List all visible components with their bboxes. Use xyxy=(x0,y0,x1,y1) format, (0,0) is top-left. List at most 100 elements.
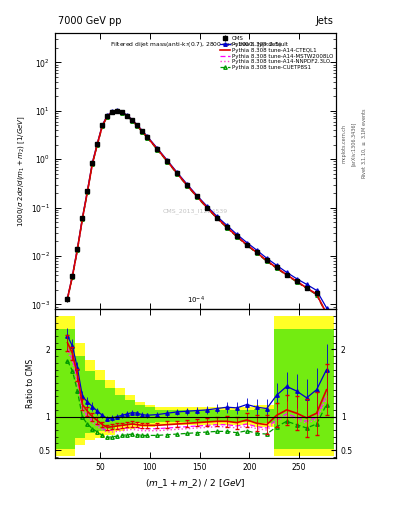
Pythia 8.308 tune-A14-MSTW2008LO xyxy=(65,296,70,302)
Pythia 8.308 tune-A14-NNPDF2.3LO xyxy=(235,233,239,240)
Pythia 8.308 default xyxy=(105,112,110,118)
Pythia 8.308 tune-A14-NNPDF2.3LO xyxy=(324,311,329,317)
Pythia 8.308 tune-A14-CTEQL1 xyxy=(274,265,279,271)
Pythia 8.308 tune-A14-MSTW2008LO xyxy=(70,273,75,280)
Pythia 8.308 tune-A14-CTEQL1 xyxy=(185,182,189,188)
Pythia 8.308 tune-CUETP8S1 xyxy=(140,129,145,135)
Pythia 8.308 tune-A14-CTEQL1 xyxy=(254,249,259,255)
Pythia 8.308 tune-CUETP8S1 xyxy=(314,292,319,298)
Pythia 8.308 tune-CUETP8S1 xyxy=(324,311,329,317)
Pythia 8.308 tune-A14-MSTW2008LO xyxy=(140,129,145,135)
Line: Pythia 8.308 tune-A14-CTEQL1: Pythia 8.308 tune-A14-CTEQL1 xyxy=(68,111,327,313)
Pythia 8.308 tune-CUETP8S1 xyxy=(90,161,95,167)
Pythia 8.308 tune-A14-CTEQL1 xyxy=(100,123,105,129)
Pythia 8.308 tune-A14-NNPDF2.3LO xyxy=(80,216,85,222)
Pythia 8.308 tune-A14-MSTW2008LO xyxy=(135,123,140,129)
Pythia 8.308 tune-A14-NNPDF2.3LO xyxy=(105,113,110,119)
Pythia 8.308 tune-A14-CTEQL1 xyxy=(244,242,249,248)
Pythia 8.308 tune-A14-MSTW2008LO xyxy=(105,113,110,119)
Pythia 8.308 tune-A14-NNPDF2.3LO xyxy=(75,246,80,252)
Pythia 8.308 tune-A14-MSTW2008LO xyxy=(75,246,80,252)
Pythia 8.308 tune-A14-NNPDF2.3LO xyxy=(205,205,209,211)
Pythia 8.308 tune-A14-NNPDF2.3LO xyxy=(90,161,95,167)
Pythia 8.308 default xyxy=(95,140,100,146)
Pythia 8.308 tune-CUETP8S1 xyxy=(65,296,70,302)
Pythia 8.308 tune-A14-NNPDF2.3LO xyxy=(274,265,279,271)
Pythia 8.308 tune-A14-MSTW2008LO xyxy=(110,109,115,115)
Pythia 8.308 tune-A14-CTEQL1 xyxy=(80,216,85,222)
Pythia 8.308 tune-A14-NNPDF2.3LO xyxy=(85,189,90,195)
Pythia 8.308 tune-A14-MSTW2008LO xyxy=(294,279,299,285)
Line: Pythia 8.308 tune-A14-NNPDF2.3LO: Pythia 8.308 tune-A14-NNPDF2.3LO xyxy=(68,111,327,314)
Pythia 8.308 tune-A14-NNPDF2.3LO xyxy=(224,224,229,230)
Pythia 8.308 tune-A14-NNPDF2.3LO xyxy=(130,117,134,123)
Pythia 8.308 tune-CUETP8S1 xyxy=(304,285,309,291)
Pythia 8.308 default xyxy=(274,262,279,268)
Pythia 8.308 tune-A14-NNPDF2.3LO xyxy=(70,273,75,280)
Pythia 8.308 tune-A14-MSTW2008LO xyxy=(175,170,180,177)
Pythia 8.308 tune-A14-MSTW2008LO xyxy=(90,161,95,167)
Pythia 8.308 tune-A14-CTEQL1 xyxy=(105,113,110,119)
Pythia 8.308 tune-A14-NNPDF2.3LO xyxy=(115,108,119,114)
Pythia 8.308 tune-A14-CTEQL1 xyxy=(120,110,125,116)
Pythia 8.308 default xyxy=(165,157,169,163)
Pythia 8.308 tune-A14-NNPDF2.3LO xyxy=(155,146,160,152)
Pythia 8.308 tune-A14-CTEQL1 xyxy=(175,170,180,176)
Pythia 8.308 tune-A14-NNPDF2.3LO xyxy=(244,242,249,248)
Pythia 8.308 tune-A14-NNPDF2.3LO xyxy=(135,123,140,129)
Pythia 8.308 default xyxy=(155,145,160,151)
Pythia 8.308 default xyxy=(65,295,70,301)
Pythia 8.308 default xyxy=(284,269,289,275)
Pythia 8.308 default xyxy=(175,169,180,176)
Pythia 8.308 tune-A14-MSTW2008LO xyxy=(115,108,119,114)
Pythia 8.308 tune-A14-NNPDF2.3LO xyxy=(165,158,169,164)
Pythia 8.308 tune-A14-CTEQL1 xyxy=(155,146,160,152)
Pythia 8.308 tune-A14-MSTW2008LO xyxy=(130,117,134,123)
Pythia 8.308 tune-A14-MSTW2008LO xyxy=(284,272,289,278)
Pythia 8.308 tune-CUETP8S1 xyxy=(235,234,239,240)
Pythia 8.308 tune-A14-CTEQL1 xyxy=(70,273,75,279)
Pythia 8.308 default xyxy=(125,112,130,118)
Y-axis label: Ratio to CMS: Ratio to CMS xyxy=(26,359,35,408)
Pythia 8.308 tune-A14-NNPDF2.3LO xyxy=(145,134,150,140)
Pythia 8.308 default xyxy=(324,305,329,311)
Pythia 8.308 tune-A14-NNPDF2.3LO xyxy=(314,291,319,297)
Pythia 8.308 tune-A14-CTEQL1 xyxy=(85,189,90,195)
Pythia 8.308 default xyxy=(100,122,105,128)
Pythia 8.308 tune-A14-MSTW2008LO xyxy=(215,215,219,221)
Pythia 8.308 default xyxy=(185,181,189,187)
Pythia 8.308 default xyxy=(254,247,259,253)
Pythia 8.308 tune-A14-MSTW2008LO xyxy=(244,242,249,248)
Pythia 8.308 default xyxy=(195,193,199,199)
Pythia 8.308 tune-A14-CTEQL1 xyxy=(195,194,199,200)
Pythia 8.308 default xyxy=(70,272,75,279)
Pythia 8.308 tune-CUETP8S1 xyxy=(125,113,130,119)
Line: Pythia 8.308 tune-A14-MSTW2008LO: Pythia 8.308 tune-A14-MSTW2008LO xyxy=(68,111,327,314)
Pythia 8.308 tune-A14-MSTW2008LO xyxy=(165,158,169,164)
Pythia 8.308 tune-A14-MSTW2008LO xyxy=(120,110,125,116)
Pythia 8.308 default xyxy=(244,240,249,246)
Pythia 8.308 default xyxy=(75,245,80,251)
Pythia 8.308 tune-CUETP8S1 xyxy=(205,205,209,211)
Pythia 8.308 default xyxy=(314,287,319,293)
Pythia 8.308 tune-CUETP8S1 xyxy=(145,135,150,141)
Pythia 8.308 tune-CUETP8S1 xyxy=(155,146,160,153)
Pythia 8.308 tune-CUETP8S1 xyxy=(244,242,249,248)
Pythia 8.308 tune-A14-CTEQL1 xyxy=(314,291,319,297)
Pythia 8.308 tune-CUETP8S1 xyxy=(274,265,279,271)
Pythia 8.308 tune-A14-CTEQL1 xyxy=(130,117,134,123)
Pythia 8.308 tune-CUETP8S1 xyxy=(80,216,85,222)
Pythia 8.308 default xyxy=(224,222,229,228)
Pythia 8.308 tune-A14-MSTW2008LO xyxy=(125,113,130,119)
Pythia 8.308 tune-A14-NNPDF2.3LO xyxy=(125,113,130,119)
Pythia 8.308 tune-A14-CTEQL1 xyxy=(140,128,145,134)
Pythia 8.308 default xyxy=(235,231,239,238)
Pythia 8.308 tune-CUETP8S1 xyxy=(120,110,125,116)
Pythia 8.308 tune-CUETP8S1 xyxy=(224,225,229,231)
Text: Rivet 3.1.10, $\geq$ 3.1M events: Rivet 3.1.10, $\geq$ 3.1M events xyxy=(361,108,368,179)
Pythia 8.308 tune-A14-CTEQL1 xyxy=(294,279,299,285)
Pythia 8.308 tune-A14-NNPDF2.3LO xyxy=(175,170,180,177)
Pythia 8.308 tune-A14-CTEQL1 xyxy=(324,310,329,316)
Pythia 8.308 tune-A14-CTEQL1 xyxy=(145,134,150,140)
Pythia 8.308 default xyxy=(135,122,140,128)
